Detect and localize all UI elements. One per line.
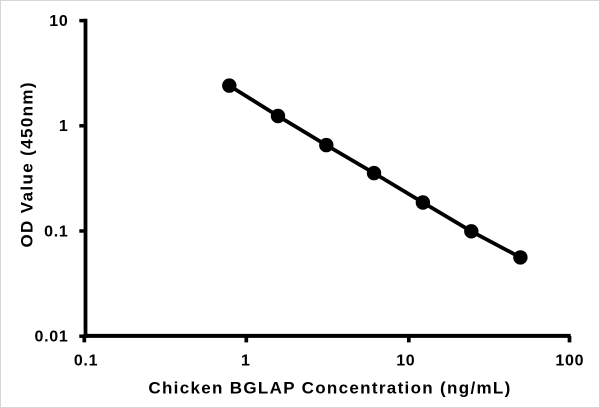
svg-text:10: 10: [396, 353, 415, 370]
svg-text:10: 10: [49, 13, 68, 30]
svg-text:Chicken BGLAP Concentration (n: Chicken BGLAP Concentration (ng/mL): [148, 379, 511, 398]
svg-text:100: 100: [555, 353, 584, 370]
svg-text:0.1: 0.1: [74, 353, 98, 370]
svg-text:1: 1: [241, 353, 251, 370]
svg-text:OD Value (450nm): OD Value (450nm): [17, 81, 36, 247]
svg-text:0.01: 0.01: [35, 329, 69, 346]
svg-text:1: 1: [59, 118, 69, 135]
svg-text:0.1: 0.1: [44, 223, 68, 240]
